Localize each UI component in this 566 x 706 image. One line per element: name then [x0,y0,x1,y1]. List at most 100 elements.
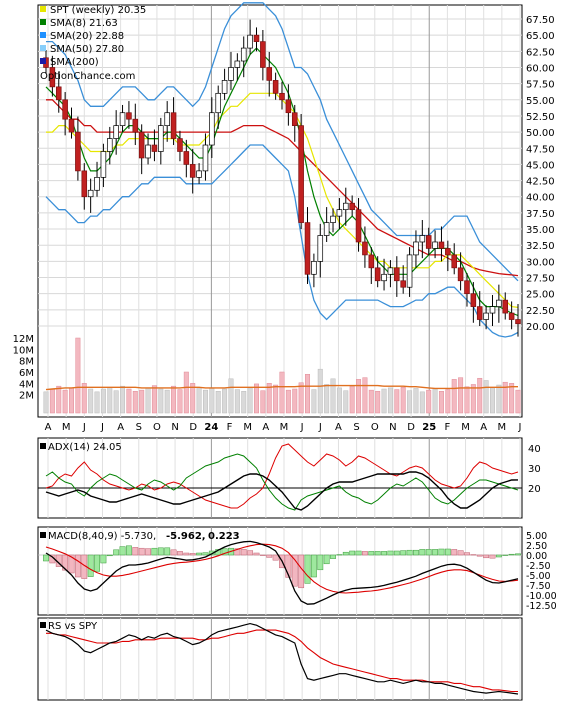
macd-histogram-bar [177,551,183,556]
legend-item: SMA(20) 22.88 [40,31,124,42]
price-candle [381,258,387,291]
macd-label: MACD(8,40,9) -5.730, [48,531,156,542]
volume-bar [343,390,349,414]
macd-histogram-bar [87,554,94,577]
price-candle [119,104,126,133]
macd-tick-label: 0.00 [526,551,547,562]
volume-bar [260,390,266,414]
volume-bar [305,374,310,414]
macd-histogram-bar [285,554,292,578]
x-tick-label: N [389,422,396,433]
legend-sma200: SMA(200) [50,57,99,68]
price-candle [75,116,81,181]
volume-bar [285,389,291,414]
volume-bar [432,388,438,414]
macd-histogram-bar [189,553,196,556]
macd-histogram-bar [495,554,502,558]
volume-bar [496,384,502,414]
volume-bar [190,383,196,414]
macd-histogram-bar [151,547,158,556]
macd-tick-label: -5.00 [526,571,551,582]
price-candle [438,226,445,262]
x-tick-label: J [318,422,322,433]
volume-bar [356,379,362,414]
volume-bar [298,382,304,414]
macd-histogram-bar [291,554,298,587]
price-tick-label: 22.50 [526,306,555,317]
macd-histogram-bar [330,554,336,559]
macd-histogram-bar [406,549,413,556]
macd-histogram-bar [304,554,311,584]
macd-histogram-bar [125,545,132,556]
volume-tick-label: 6M [19,368,34,379]
macd-histogram-bar [310,554,317,578]
price-candle [100,143,107,188]
x-tick-label: A [480,422,487,433]
price-candle [68,107,75,139]
volume-bar [164,389,170,414]
macd-histogram-bar [298,554,305,589]
x-tick-label: M [461,422,470,433]
price-candle [432,230,438,259]
macd-tick-label: 5.00 [526,531,547,542]
price-candle [234,53,241,81]
price-candle [419,220,426,259]
price-tick-label: 42.50 [526,177,555,188]
macd-histogram-bar [74,554,81,578]
x-tick-label: M [62,422,71,433]
x-tick-label: F [445,422,451,433]
macd-swatch [40,532,46,538]
price-candle [189,148,196,194]
legend-sma50: SMA(50) 27.80 [50,44,124,55]
volume-bar [515,389,521,414]
x-tick-label: J [82,422,86,433]
x-tick-label: D [407,422,415,433]
volume-bar [502,381,508,414]
macd-histogram-bar [68,554,75,574]
legend-swatch [40,45,46,51]
volume-bar [100,388,106,414]
macd-histogram-bar [400,550,407,556]
volume-bar [177,389,183,414]
macd-tick-label: -10.00 [526,591,557,602]
price-tick-label: 40.00 [526,193,555,204]
x-tick-label: O [371,422,379,433]
volume-bar [75,337,81,414]
price-tick-label: 25.00 [526,290,555,301]
legend-swatch [40,58,46,64]
x-tick-label: M [243,422,252,433]
macd-histogram-bar [138,547,145,556]
volume-bar [470,384,476,414]
price-tick-label: 55.00 [526,96,555,107]
price-tick-label: 60.00 [526,63,555,74]
price-candle [126,101,132,129]
volume-bar [151,385,157,414]
price-candle [336,198,343,230]
macd-signal-line [45,543,519,594]
price-candle [374,256,381,288]
macd-value: -5.962, [166,531,206,542]
volume-bar [490,387,495,414]
price-candle [151,129,158,162]
macd-tick-label: -12.50 [526,601,557,612]
price-tick-label: 65.00 [526,31,555,42]
volume-bar [509,383,515,414]
macd-histogram-bar [336,554,343,556]
legend-item: SMA(8) 21.63 [40,18,118,29]
volume-bar [113,390,119,414]
volume-bar [349,385,355,414]
macd-histogram-bar [247,550,254,556]
price-candle [394,256,400,297]
volume-bar [196,387,202,414]
price-candle [240,36,247,78]
price-candle [183,139,190,178]
adx-tick-label: 40 [528,444,541,455]
volume-bar [279,371,285,414]
price-tick-label: 67.50 [526,15,555,26]
volume-bar [132,391,138,414]
price-candle [304,207,311,284]
macd-tick-label: 2.50 [526,541,547,552]
x-tick-label: O [153,422,161,433]
price-candle [272,72,279,100]
